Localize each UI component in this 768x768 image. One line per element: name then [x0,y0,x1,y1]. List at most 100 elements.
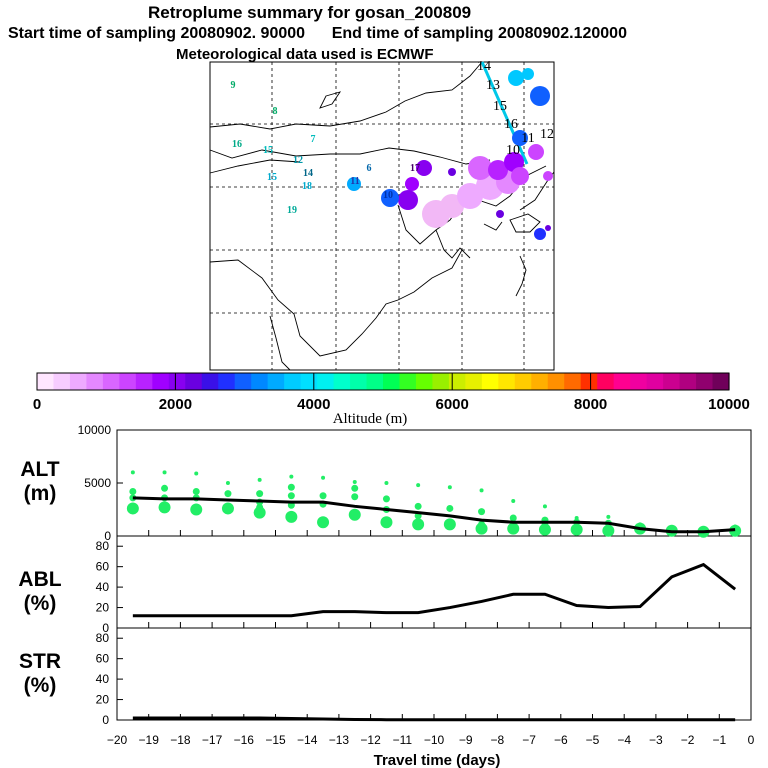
colorbar-swatch [613,373,631,390]
alt-ytick-label: 0 [104,529,111,543]
alt-cluster-point [287,492,295,500]
alt-cluster-point [257,477,262,482]
abl-ytick-label: 20 [96,601,110,615]
plume-cluster [528,144,544,160]
colorbar-swatch [448,373,466,390]
alt-cluster-point [382,495,390,503]
colorbar-swatch [498,373,516,390]
altitude-colorbar: 0 2000 4000 6000 8000 10000 Altitude (m) [33,372,750,427]
alt-cluster-point [285,510,298,523]
colorbar-swatch [465,373,483,390]
str-ytick-label: 80 [96,631,110,645]
colorbar-swatch [350,373,368,390]
abl-line [132,562,737,618]
plume-cluster [381,189,399,207]
colorbar-tick-label: 6000 [436,396,469,413]
alt-cluster-point [158,501,171,514]
x-tick-label: −20 [107,733,128,747]
alt-cluster-point [606,514,611,519]
str-yunit: (%) [24,674,57,697]
map-cluster-label: 15 [493,99,507,114]
colorbar-swatch [432,373,450,390]
colorbar-swatch [630,373,648,390]
x-tick-label: −7 [522,733,536,747]
plume-clusters [347,68,553,240]
colorbar-label: Altitude (m) [333,411,408,427]
x-tick-label: −18 [170,733,191,747]
x-tick-label: −15 [265,733,286,747]
map-cluster-label: 15 [263,145,273,156]
plume-cluster [416,160,432,176]
alt-cluster-point [253,506,266,519]
plume-cluster [530,86,550,106]
x-tick-label: −19 [139,733,160,747]
map-cluster-label: 13 [486,78,500,93]
x-tick-label: −9 [459,733,473,747]
colorbar-tick-label: 2000 [159,396,192,413]
x-tick-label: −4 [617,733,631,747]
colorbar-swatch [317,373,335,390]
colorbar-tick-label: 4000 [297,396,330,413]
map-cluster-label: 14 [477,59,491,74]
str-ytick-label: 40 [96,672,110,686]
x-tick-label: −8 [491,733,505,747]
alt-cluster-point [507,522,520,535]
back-trajectory-line [480,61,529,165]
str-ylabel: STR [19,650,61,673]
alt-cluster-point [161,484,169,492]
plume-cluster [511,167,529,185]
colorbar-swatch [333,373,351,390]
colorbar-swatch [383,373,401,390]
alt-ylabel: ALT [20,458,59,481]
plume-cluster [545,225,551,231]
map-cluster-label: 12 [540,127,554,142]
plume-cluster [347,177,361,191]
plume-cluster [405,177,419,191]
map-cluster-label: 10 [506,143,520,158]
alt-yunit: (m) [24,482,57,505]
colorbar-swatch [251,373,269,390]
chart-title: Retroplume summary for gosan_200809 [148,3,472,22]
colorbar-swatch [712,373,730,390]
colorbar-swatch [284,373,302,390]
alt-cluster-point [380,516,393,529]
plume-cluster [508,70,524,86]
map-cluster-label: 11 [350,176,359,187]
colorbar-swatch [201,373,219,390]
x-tick-label: −2 [681,733,695,747]
abl-panel-frame [116,535,752,629]
plume-cluster [522,68,534,80]
colorbar-swatch [119,373,137,390]
colorbar-swatch [102,373,120,390]
map-cluster-label: 15 [267,172,277,183]
alt-cluster-point [479,488,484,493]
abl-ytick-label: 0 [102,621,109,635]
x-tick-label: −3 [649,733,663,747]
alt-ytick-label: 5000 [84,476,111,490]
colorbar-swatch [152,373,170,390]
colorbar-swatch [531,373,549,390]
colorbar-swatch [679,373,697,390]
sampling-time-line: Start time of sampling 20080902. 90000 E… [8,25,627,43]
alt-cluster-point [221,502,234,515]
alt-cluster-point [225,481,230,485]
plume-cluster [512,130,528,146]
abl-ytick-label: 40 [96,580,110,594]
alt-ytick-label: 10000 [78,423,112,437]
colorbar-tick-label: 10000 [708,396,750,413]
alt-cluster-point [256,490,264,498]
alt-cluster-point [162,470,167,475]
colorbar-swatch [267,373,285,390]
x-tick-label: −12 [360,733,381,747]
colorbar-swatch [69,373,88,390]
plume-cluster [504,152,524,172]
end-time-label: End time of sampling 20080902.120000 [331,25,627,42]
str-ytick-label: 0 [102,713,109,727]
colorbar-tick-label: 0 [33,396,41,413]
plume-cluster [543,171,553,181]
map-cluster-label: 16 [232,139,242,150]
